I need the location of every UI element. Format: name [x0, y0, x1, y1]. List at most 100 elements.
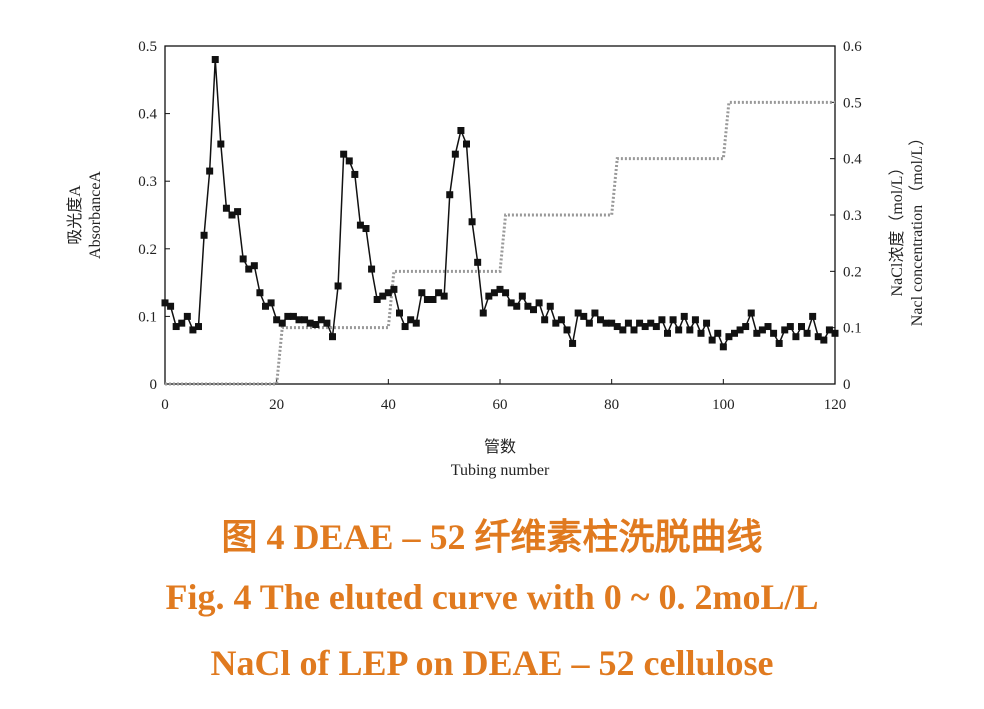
absorbance-point: [239, 255, 247, 263]
absorbance-point: [513, 302, 521, 310]
absorbance-point: [373, 296, 381, 303]
absorbance-point: [814, 333, 822, 341]
absorbance-point: [206, 167, 214, 175]
absorbance-point: [742, 323, 750, 331]
absorbance-point: [557, 316, 565, 324]
absorbance-point: [574, 309, 582, 317]
absorbance-point: [781, 326, 789, 334]
absorbance-point: [390, 285, 398, 293]
absorbance-point: [379, 292, 387, 300]
absorbance-point: [591, 309, 599, 317]
absorbance-point: [284, 312, 292, 320]
x-tick-label: 20: [269, 397, 284, 413]
x-tick-label: 40: [381, 397, 396, 413]
absorbance-point: [675, 326, 683, 334]
absorbance-point: [396, 309, 403, 317]
absorbance-point: [641, 323, 649, 331]
absorbance-point: [697, 329, 705, 337]
absorbance-point: [820, 336, 828, 344]
absorbance-point: [624, 319, 632, 327]
absorbance-point: [636, 319, 644, 327]
absorbance-point: [317, 316, 325, 324]
absorbance-point: [301, 316, 309, 324]
nacl-concentration-line: [165, 100, 835, 386]
absorbance-point: [608, 319, 616, 327]
absorbance-point: [345, 157, 353, 165]
right-y-tick-label: 0.3: [843, 208, 862, 224]
absorbance-point: [524, 302, 532, 310]
absorbance-point: [446, 191, 454, 199]
absorbance-point: [167, 302, 175, 310]
absorbance-point: [429, 296, 437, 303]
absorbance-point: [747, 309, 755, 317]
absorbance-point: [183, 312, 191, 320]
left-y-tick-label: 0.1: [138, 309, 157, 325]
x-tick-label: 100: [712, 397, 735, 413]
absorbance-point: [798, 323, 805, 331]
right-y-tick-label: 0.1: [843, 321, 862, 337]
absorbance-point: [803, 329, 811, 337]
absorbance-point: [329, 333, 336, 341]
absorbance-point: [490, 289, 498, 297]
left-y-tick-label: 0.4: [138, 107, 157, 123]
absorbance-point: [267, 299, 275, 307]
absorbance-point: [401, 323, 409, 331]
absorbance-point: [530, 306, 537, 314]
absorbance-point: [356, 221, 364, 229]
absorbance-point: [323, 319, 331, 327]
absorbance-point: [541, 316, 549, 324]
absorbance-point: [418, 289, 426, 297]
absorbance-point: [619, 326, 627, 334]
absorbance-point: [262, 302, 269, 310]
absorbance-point: [451, 150, 459, 158]
absorbance-point: [725, 333, 733, 341]
absorbance-point: [440, 292, 448, 300]
absorbance-point: [753, 329, 761, 337]
absorbance-point: [222, 204, 230, 212]
absorbance-point: [630, 326, 638, 334]
absorbance-point: [306, 319, 314, 327]
absorbance-point: [502, 289, 510, 297]
absorbance-point: [485, 292, 493, 300]
x-tick-label: 120: [824, 397, 847, 413]
absorbance-point: [831, 329, 839, 337]
left-y-tick-label: 0.3: [138, 174, 157, 190]
absorbance-point: [736, 326, 744, 334]
absorbance-point: [228, 211, 236, 219]
chart: 0 20 40 60 80 100 120 0 0.1 0.2 0.3 0.4 0.5 0 0.1 0.2…: [66, 39, 926, 479]
absorbance-point: [295, 316, 303, 324]
right-y-tick-label: 0.6: [843, 39, 862, 55]
absorbance-point: [719, 343, 727, 351]
absorbance-point: [569, 339, 577, 347]
absorbance-point: [602, 319, 610, 327]
figure-caption-en-line2: NaCl of LEP on DEAE – 52 cellulose: [210, 643, 774, 683]
absorbance-point: [273, 316, 281, 324]
absorbance-point: [234, 208, 242, 216]
absorbance-point: [546, 302, 554, 310]
x-axis-ticks: 0 20 40 60 80 100 120: [161, 379, 846, 413]
left-y-axis-ticks: 0 0.1 0.2 0.3 0.4 0.5: [138, 39, 170, 393]
absorbance-point: [474, 258, 482, 266]
absorbance-point: [256, 289, 264, 297]
absorbance-point: [496, 285, 504, 293]
right-y-tick-label: 0.4: [843, 152, 862, 168]
absorbance-point: [758, 326, 766, 334]
absorbance-point: [217, 140, 225, 148]
absorbance-point: [786, 323, 794, 331]
absorbance-point: [412, 319, 420, 327]
absorbance-point: [457, 127, 465, 134]
absorbance-point: [368, 265, 376, 273]
absorbance-point: [680, 312, 688, 320]
figure-caption-en-line1: Fig. 4 The eluted curve with 0 ~ 0. 2moL…: [165, 577, 819, 617]
absorbance-point: [518, 292, 526, 300]
absorbance-point: [658, 316, 666, 324]
x-tick-label: 60: [493, 397, 508, 413]
absorbance-point: [809, 312, 817, 320]
right-y-axis-label-cn: NaCl浓度（mol/L）: [888, 160, 906, 297]
absorbance-point: [195, 323, 202, 331]
absorbance-point: [703, 319, 711, 327]
absorbance-point: [178, 319, 186, 327]
absorbance-point: [468, 218, 476, 226]
x-tick-label: 80: [604, 397, 619, 413]
absorbance-point: [211, 56, 219, 64]
